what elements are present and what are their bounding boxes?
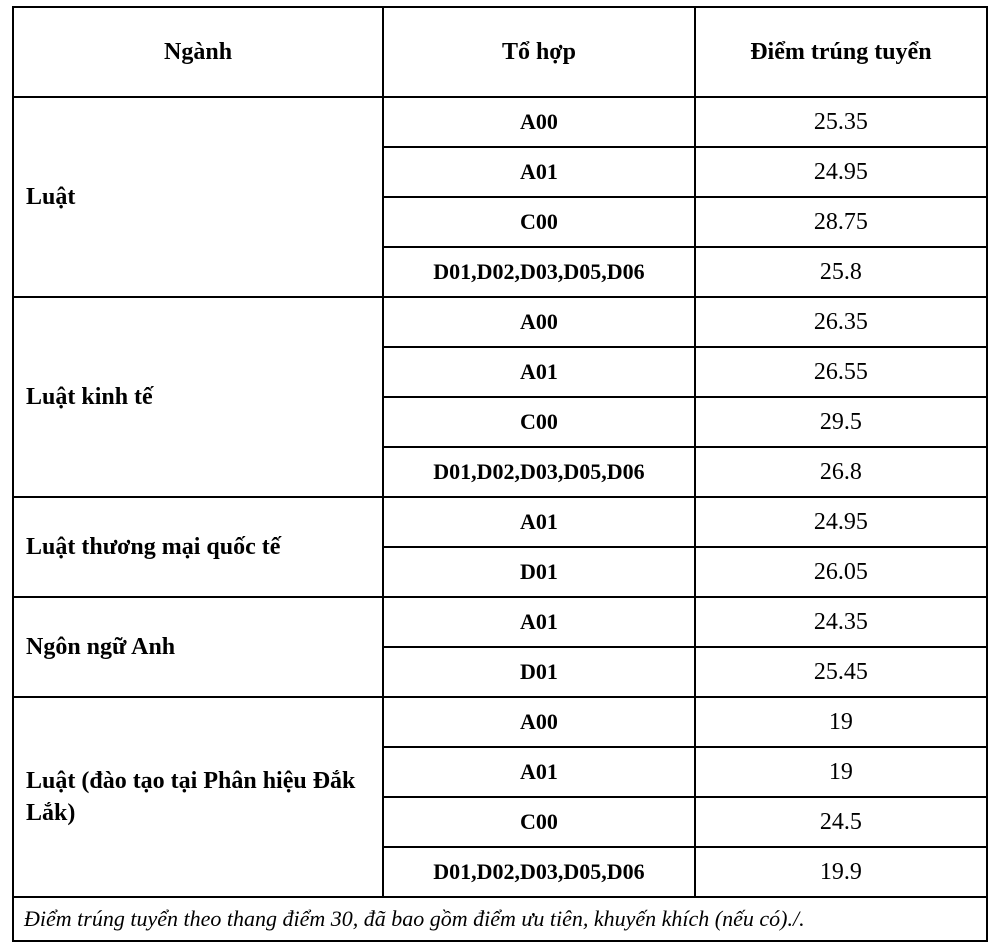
diem-cell: 26.35 xyxy=(695,297,987,347)
diem-cell: 29.5 xyxy=(695,397,987,447)
diem-cell: 25.45 xyxy=(695,647,987,697)
diem-cell: 19 xyxy=(695,747,987,797)
tohop-cell: D01,D02,D03,D05,D06 xyxy=(383,447,695,497)
table-header-row: Ngành Tổ hợp Điểm trúng tuyển xyxy=(13,7,987,97)
diem-cell: 24.35 xyxy=(695,597,987,647)
tohop-cell: A01 xyxy=(383,597,695,647)
table-row: LuậtA0025.35 xyxy=(13,97,987,147)
col-header-tohop: Tổ hợp xyxy=(383,7,695,97)
nganh-cell: Ngôn ngữ Anh xyxy=(13,597,383,697)
tohop-cell: A01 xyxy=(383,147,695,197)
tohop-cell: A01 xyxy=(383,747,695,797)
footnote-row: Điểm trúng tuyển theo thang điểm 30, đã … xyxy=(13,897,987,941)
tohop-cell: C00 xyxy=(383,797,695,847)
nganh-cell: Luật thương mại quốc tế xyxy=(13,497,383,597)
diem-cell: 25.35 xyxy=(695,97,987,147)
tohop-cell: C00 xyxy=(383,197,695,247)
col-header-diem: Điểm trúng tuyển xyxy=(695,7,987,97)
tohop-cell: D01 xyxy=(383,647,695,697)
tohop-cell: D01,D02,D03,D05,D06 xyxy=(383,247,695,297)
diem-cell: 24.95 xyxy=(695,147,987,197)
diem-cell: 28.75 xyxy=(695,197,987,247)
tohop-cell: A00 xyxy=(383,97,695,147)
tohop-cell: C00 xyxy=(383,397,695,447)
table-row: Luật (đào tạo tại Phân hiệu Đắk Lắk)A001… xyxy=(13,697,987,747)
diem-cell: 26.55 xyxy=(695,347,987,397)
diem-cell: 19 xyxy=(695,697,987,747)
nganh-cell: Luật xyxy=(13,97,383,297)
tohop-cell: A00 xyxy=(383,697,695,747)
table-body: LuậtA0025.35A0124.95C0028.75D01,D02,D03,… xyxy=(13,97,987,941)
admission-score-table: Ngành Tổ hợp Điểm trúng tuyển LuậtA0025.… xyxy=(12,6,988,942)
tohop-cell: D01,D02,D03,D05,D06 xyxy=(383,847,695,897)
diem-cell: 26.8 xyxy=(695,447,987,497)
nganh-cell: Luật (đào tạo tại Phân hiệu Đắk Lắk) xyxy=(13,697,383,897)
table-row: Luật thương mại quốc tếA0124.95 xyxy=(13,497,987,547)
diem-cell: 24.95 xyxy=(695,497,987,547)
diem-cell: 26.05 xyxy=(695,547,987,597)
table-row: Luật kinh tếA0026.35 xyxy=(13,297,987,347)
nganh-cell: Luật kinh tế xyxy=(13,297,383,497)
diem-cell: 24.5 xyxy=(695,797,987,847)
diem-cell: 25.8 xyxy=(695,247,987,297)
col-header-nganh: Ngành xyxy=(13,7,383,97)
tohop-cell: A00 xyxy=(383,297,695,347)
table-row: Ngôn ngữ AnhA0124.35 xyxy=(13,597,987,647)
diem-cell: 19.9 xyxy=(695,847,987,897)
tohop-cell: A01 xyxy=(383,347,695,397)
tohop-cell: A01 xyxy=(383,497,695,547)
tohop-cell: D01 xyxy=(383,547,695,597)
footnote-cell: Điểm trúng tuyển theo thang điểm 30, đã … xyxy=(13,897,987,941)
